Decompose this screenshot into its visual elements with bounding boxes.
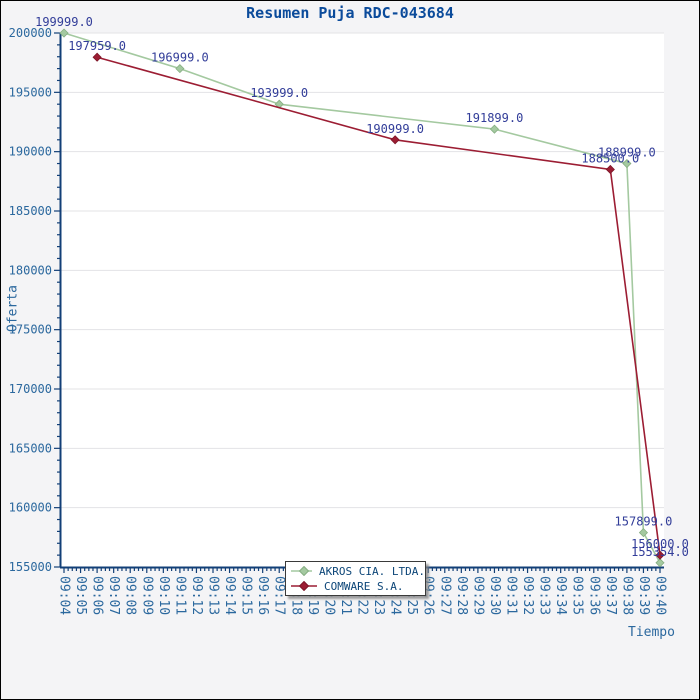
- data-point-label: 155354.0: [631, 545, 689, 559]
- x-tick-label: 09:08: [123, 576, 138, 615]
- y-tick-label: 195000: [9, 85, 52, 99]
- data-point-marker-akros-cia-ltda: [59, 28, 69, 38]
- y-tick-label: 175000: [9, 323, 52, 337]
- data-point-marker-akros-cia-ltda: [622, 158, 632, 169]
- x-tick-label: 09:34: [553, 576, 568, 615]
- legend-marker-icon: [291, 581, 317, 591]
- data-point-marker-comware-s-a: [390, 135, 400, 145]
- x-tick-label: 09:14: [222, 576, 237, 615]
- y-gridlines: [61, 32, 664, 509]
- x-tick-label: 09:28: [454, 576, 469, 615]
- y-ticks: [54, 32, 60, 568]
- data-point-marker-akros-cia-ltda: [638, 528, 649, 538]
- data-point-label: 188500.0: [581, 151, 639, 165]
- x-tick-label: 09:10: [156, 576, 171, 615]
- point-labels: 199999.0 196999.0 193999.0 191899.0 188999.0…: [35, 15, 689, 559]
- legend-item-label: AKROS CIA. LTDA.: [319, 564, 425, 578]
- data-point-label: 188999.0: [598, 146, 656, 160]
- x-tick-label: 09:39: [636, 576, 651, 615]
- data-point-label: 190999.0: [366, 122, 424, 136]
- x-tick-label: 09:30: [487, 576, 502, 615]
- y-tick-label: 185000: [9, 204, 52, 218]
- x-tick-label: 09:05: [73, 576, 88, 615]
- x-tick-label: 09:32: [520, 576, 535, 615]
- data-point-marker-comware-s-a: [605, 164, 615, 175]
- series-line-comware-s-a: [96, 56, 661, 556]
- plot-area: 155000 160000 165000 170000 175000 180000 1850…: [9, 15, 689, 615]
- x-tick-label: 09:36: [586, 576, 601, 615]
- y-tick-label: 180000: [9, 263, 52, 277]
- y-tick-labels: 155000 160000 165000 170000 175000 180000 1850…: [9, 26, 52, 574]
- x-tick-label: 09:11: [172, 576, 187, 615]
- data-point-label: 157899.0: [615, 515, 673, 529]
- x-tick-label: 09:35: [570, 576, 585, 615]
- x-tick-label: 09:04: [57, 576, 72, 615]
- x-tick-label: 09:17: [272, 576, 287, 615]
- x-tick-label: 09:40: [653, 576, 668, 615]
- legend-marker-icon: [291, 566, 313, 576]
- data-point-label: 197959.0: [68, 39, 126, 53]
- x-tick-label: 09:31: [504, 576, 519, 615]
- data-point-label: 193999.0: [250, 86, 308, 100]
- y-tick-label: 170000: [9, 382, 52, 396]
- data-point-marker-akros-cia-ltda: [489, 124, 500, 134]
- y-tick-label: 155000: [9, 560, 52, 574]
- x-tick-label: 09:37: [603, 576, 618, 615]
- legend-item: AKROS CIA. LTDA.: [286, 564, 425, 578]
- y-tick-label: 160000: [9, 501, 52, 515]
- plot-background: [61, 33, 664, 567]
- x-tick-label: 09:13: [206, 576, 221, 615]
- x-tick-label: 09:07: [106, 576, 121, 615]
- legend-item: COMWARE S.A.: [286, 579, 425, 593]
- x-tick-label: 09:33: [537, 576, 552, 615]
- y-axis-title: Oferta: [5, 285, 21, 332]
- data-point-label: 191899.0: [466, 111, 524, 125]
- data-point-marker-akros-cia-ltda: [175, 64, 185, 74]
- y-tick-label: 190000: [9, 145, 52, 159]
- legend: AKROS CIA. LTDA. COMWARE S.A.: [285, 561, 426, 596]
- data-point-label: 156000.0: [631, 537, 689, 551]
- x-tick-label: 09:27: [437, 576, 452, 615]
- x-tick-label: 09:29: [470, 576, 485, 615]
- data-point-label: 196999.0: [151, 51, 209, 65]
- legend-item-label: COMWARE S.A.: [324, 579, 404, 593]
- x-tick-label: 09:15: [239, 576, 254, 615]
- x-tick-label: 09:06: [90, 576, 105, 615]
- x-tick-label: 09:09: [139, 576, 154, 615]
- data-point-label: 199999.0: [35, 15, 93, 29]
- data-point-marker-comware-s-a: [92, 52, 102, 62]
- x-axis-title: Tiempo: [628, 625, 675, 640]
- x-tick-label: 09:38: [619, 576, 634, 615]
- y-tick-label: 165000: [9, 441, 52, 455]
- chart-title: Resumen Puja RDC-043684: [246, 4, 454, 22]
- data-point-marker-akros-cia-ltda: [655, 558, 665, 568]
- x-tick-label: 09:16: [255, 576, 270, 615]
- y-tick-label: 200000: [9, 26, 52, 40]
- x-tick-label: 09:12: [189, 576, 204, 615]
- data-point-marker-comware-s-a: [655, 550, 665, 560]
